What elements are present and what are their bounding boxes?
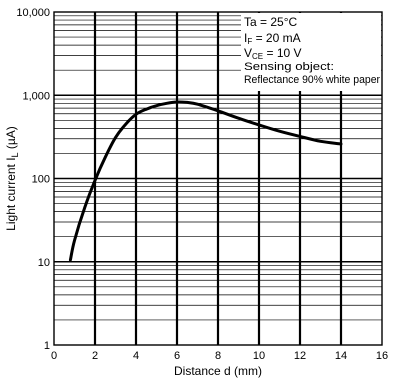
y-tick-label-1: 1 xyxy=(44,340,50,352)
x-tick-label-16: 16 xyxy=(376,350,388,362)
x-tick-label-0: 0 xyxy=(51,350,57,362)
condition-forward-current: IF = 20 mA xyxy=(244,31,301,46)
conditions-box-background xyxy=(241,13,381,91)
condition-collector-emitter-voltage: VCE = 10 V xyxy=(244,46,302,61)
x-axis-tick-labels: 0 2 4 6 8 10 12 14 16 xyxy=(51,350,388,362)
x-tick-label-2: 2 xyxy=(92,350,98,362)
x-tick-label-12: 12 xyxy=(294,350,306,362)
x-tick-label-10: 10 xyxy=(253,350,265,362)
y-axis-label: Light current IL (µA) xyxy=(4,126,20,231)
condition-ambient-temperature: Ta = 25°C xyxy=(244,15,297,29)
y-tick-label-10000: 10,000 xyxy=(16,7,50,19)
y-tick-label-10: 10 xyxy=(38,257,50,269)
x-tick-label-14: 14 xyxy=(335,350,347,362)
series-line-0 xyxy=(68,100,343,262)
x-tick-label-8: 8 xyxy=(215,350,221,362)
conditions-box: Ta = 25°C IF = 20 mA VCE = 10 V Sensing … xyxy=(241,13,381,91)
condition-sensing-object-label: Sensing object: xyxy=(244,61,334,73)
series-layer xyxy=(68,100,343,262)
y-axis-tick-labels: 1 10 100 1,000 10,000 xyxy=(16,7,50,352)
x-tick-label-4: 4 xyxy=(133,350,139,362)
y-tick-label-1000: 1,000 xyxy=(22,90,50,102)
x-tick-label-6: 6 xyxy=(174,350,180,362)
y-tick-label-100: 100 xyxy=(32,174,50,186)
condition-sensing-object-value: Reflectance 90% white paper xyxy=(244,74,380,86)
plot-frame xyxy=(53,11,383,346)
x-axis-label: Distance d (mm) xyxy=(174,364,262,378)
